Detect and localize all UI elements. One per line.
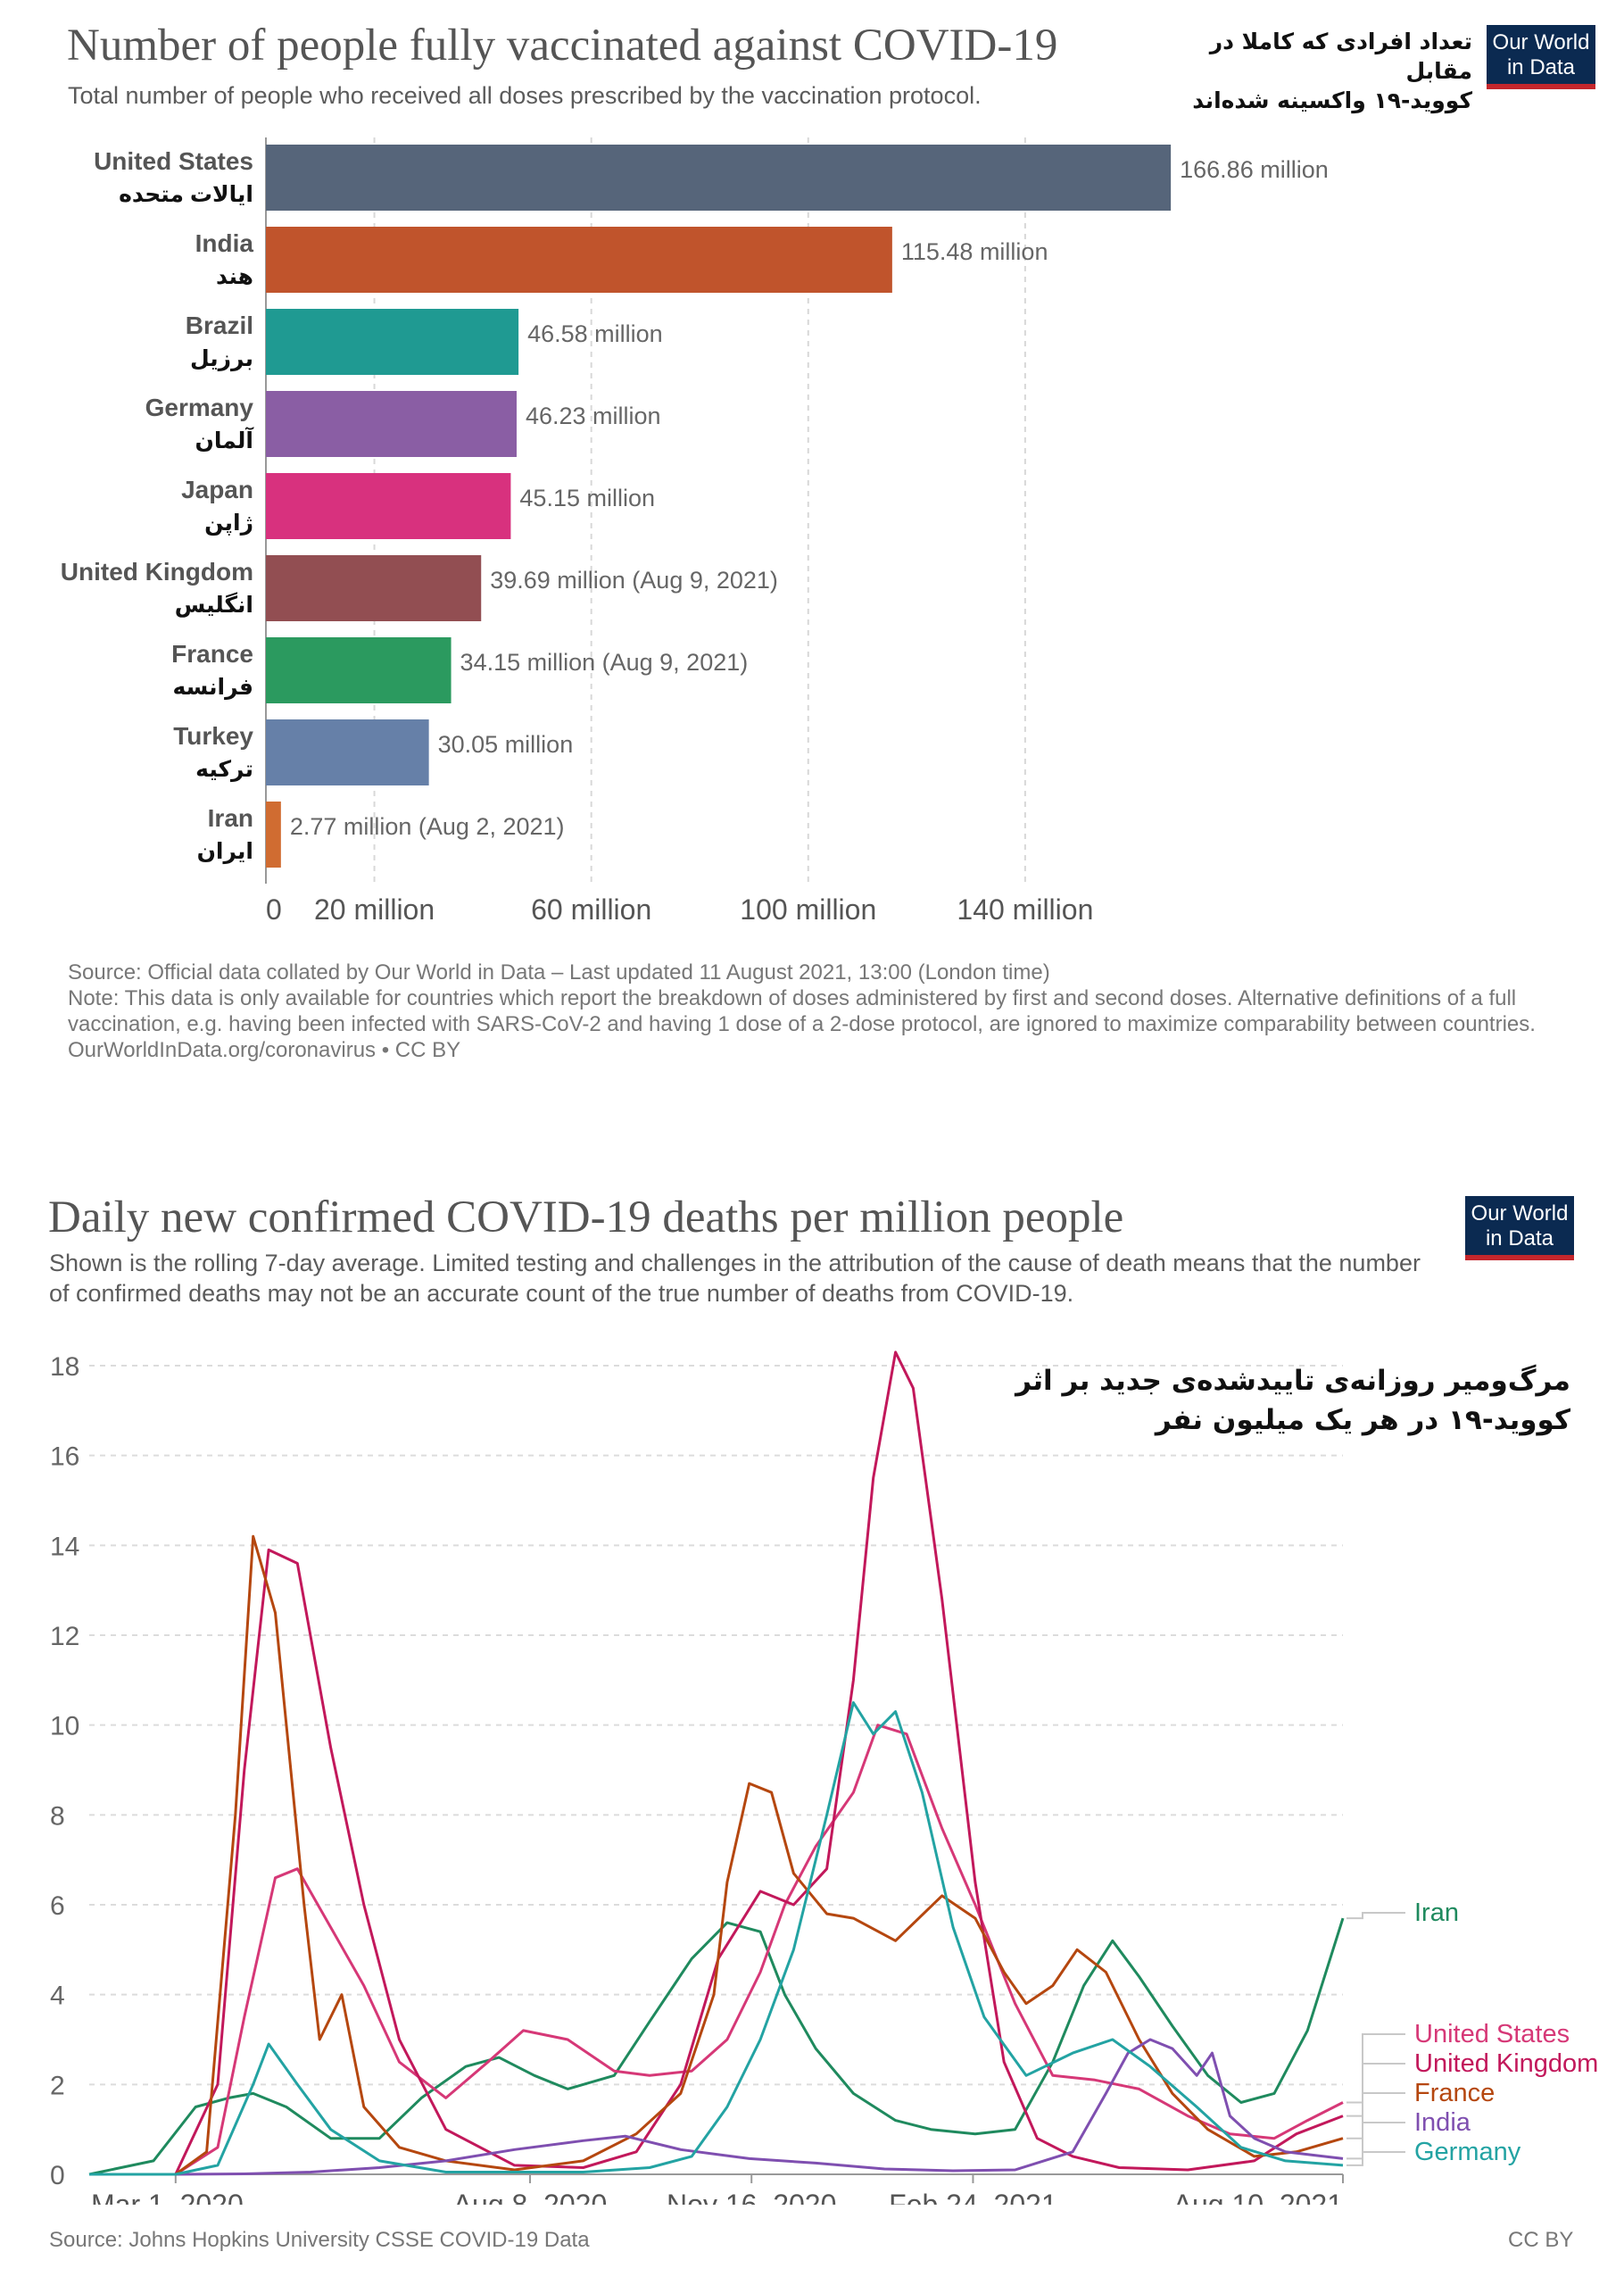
chart1-title: Number of people fully vaccinated agains… <box>67 21 1058 71</box>
y-tick-label: 12 <box>50 1622 79 1651</box>
chart2-source: Source: Johns Hopkins University CSSE CO… <box>49 2228 590 2252</box>
series-line-iran <box>88 1917 1345 2176</box>
y-tick-label: 6 <box>50 1891 65 1921</box>
y-tick-label: 18 <box>50 1352 79 1382</box>
series-label-united-states: United States <box>1414 2020 1570 2048</box>
series-line-united-states <box>89 1724 1344 2176</box>
series-label-united-kingdom: United Kingdom <box>1414 2049 1598 2078</box>
bar-france <box>266 637 452 703</box>
x-tick-label: Nov 16, 2020 <box>667 2189 836 2205</box>
category-label: Iran <box>208 804 253 832</box>
chart1-persian-title-line1: تعداد افرادی که کاملا در مقابل <box>1209 29 1472 84</box>
owid-logo[interactable]: Our World in Data <box>1487 25 1595 89</box>
chart2-persian-title: مرگ‌ومیر روزانه‌ی تاییدشده‌ی جدید بر اثر… <box>999 1361 1570 1440</box>
x-tick-label: Mar 1, 2020 <box>91 2189 244 2205</box>
category-label-fa: ایالات متحده <box>119 182 253 207</box>
series-label-france: France <box>1414 2079 1495 2107</box>
category-label-fa: هند <box>216 264 253 289</box>
category-label-fa: آلمان <box>195 427 255 453</box>
bar-united-states <box>266 145 1172 211</box>
value-label: 46.23 million <box>526 403 661 429</box>
series-label-connector <box>1346 2151 1405 2166</box>
y-tick-label: 14 <box>50 1532 79 1561</box>
bar-turkey <box>266 719 429 785</box>
chart2-subtitle: Shown is the rolling 7-day average. Limi… <box>49 1250 1421 1307</box>
owid-logo-line2: in Data <box>1506 55 1576 79</box>
chart1-note: Note: This data is only available for co… <box>68 986 1536 1036</box>
chart1-subtitle: Total number of people who received all … <box>68 82 982 109</box>
bar-japan <box>266 473 511 539</box>
deaths-line-chart: 0 2 4 6 8 10 12 14 16 18 Mar 1, 2020 Aug 8, 2020 Nov… <box>50 1350 1598 2205</box>
category-label-fa: فرانسه <box>173 675 253 701</box>
value-label: 39.69 million (Aug 9, 2021) <box>490 567 778 594</box>
value-label: 166.86 million <box>1180 156 1329 183</box>
x-tick-label: 60 million <box>531 893 651 926</box>
owid-logo-line1: Our World <box>1492 30 1590 54</box>
chart1-footer: Source: Official data collated by Our Wo… <box>68 960 1567 1063</box>
series-label-iran: Iran <box>1414 1899 1459 1927</box>
value-label: 46.58 million <box>527 320 663 347</box>
value-label: 115.48 million <box>901 238 1048 265</box>
chart2-persian-title-line1: مرگ‌ومیر روزانه‌ی تاییدشده‌ی جدید بر اثر <box>1015 1365 1570 1397</box>
chart1-persian-title: تعداد افرادی که کاملا در مقابل کووید-۱۹ … <box>1151 27 1472 115</box>
category-label-fa: برزیل <box>190 346 253 372</box>
series-label-connector <box>1346 2122 1405 2160</box>
chart1-persian-title-line2: کووید-۱۹ واکسینه شده‌اند <box>1192 87 1472 113</box>
category-label: India <box>195 229 254 257</box>
chart2-license[interactable]: CC BY <box>1508 2228 1574 2252</box>
category-label: United States <box>94 147 253 175</box>
owid-logo-2[interactable]: Our World in Data <box>1465 1196 1574 1260</box>
value-label: 45.15 million <box>519 485 655 511</box>
owid-logo-2-line2: in Data <box>1485 1226 1554 1251</box>
bar-brazil <box>266 309 519 375</box>
series-line-india <box>89 2038 1344 2176</box>
x-tick-label: Aug 8, 2020 <box>453 2189 608 2205</box>
x-tick-label: 0 <box>266 893 282 926</box>
series-label-connector <box>1346 1912 1405 1920</box>
category-label: Germany <box>145 394 254 421</box>
value-label: 2.77 million (Aug 2, 2021) <box>290 813 565 840</box>
chart1-source: Source: Official data collated by Our Wo… <box>68 960 1050 985</box>
y-tick-label: 4 <box>50 1982 65 2011</box>
series-line-france <box>89 1534 1344 2176</box>
series-label-connector <box>1346 2063 1405 2117</box>
y-tick-label: 8 <box>50 1801 65 1831</box>
chart2-persian-title-line2: کووید-۱۹ در هر یک میلیون نفر <box>1155 1404 1570 1436</box>
x-tick-label: Aug 10, 2021 <box>1173 2189 1343 2205</box>
x-tick-label: 100 million <box>740 893 876 926</box>
x-tick-label: 140 million <box>957 893 1093 926</box>
category-label-fa: ترکیه <box>195 757 253 783</box>
category-label-fa: انگلیس <box>175 592 253 618</box>
vaccination-bar-chart: 0 20 million 60 million 100 million 140 mill… <box>61 137 1329 926</box>
category-label: Japan <box>181 476 253 503</box>
y-tick-label: 2 <box>50 2071 65 2100</box>
y-tick-label: 10 <box>50 1712 79 1741</box>
bar-iran <box>266 802 281 868</box>
category-label: Brazil <box>186 312 253 339</box>
category-label: United Kingdom <box>61 558 253 586</box>
series-label-india: India <box>1414 2108 1471 2137</box>
bar-united-kingdom <box>266 555 482 621</box>
category-label-fa: ایران <box>197 839 253 865</box>
y-tick-label: 16 <box>50 1442 79 1472</box>
category-label-fa: ژاپن <box>204 511 253 536</box>
bar-india <box>266 227 892 293</box>
x-tick-label: Feb 24, 2021 <box>889 2189 1057 2205</box>
series-label-connector <box>1346 2092 1405 2140</box>
series-label-germany: Germany <box>1414 2138 1521 2166</box>
chart2-title: Daily new confirmed COVID-19 deaths per … <box>48 1192 1124 1242</box>
y-tick-label: 0 <box>50 2161 65 2190</box>
value-label: 30.05 million <box>438 731 574 758</box>
chart1-link[interactable]: OurWorldInData.org/coronavirus • CC BY <box>68 1038 461 1062</box>
owid-logo-2-line1: Our World <box>1471 1201 1569 1226</box>
bar-germany <box>266 391 517 457</box>
category-label: France <box>171 640 253 668</box>
value-label: 34.15 million (Aug 9, 2021) <box>460 649 749 676</box>
series-line-germany <box>89 1701 1344 2176</box>
x-tick-label: 20 million <box>314 893 435 926</box>
category-label: Turkey <box>173 722 253 750</box>
